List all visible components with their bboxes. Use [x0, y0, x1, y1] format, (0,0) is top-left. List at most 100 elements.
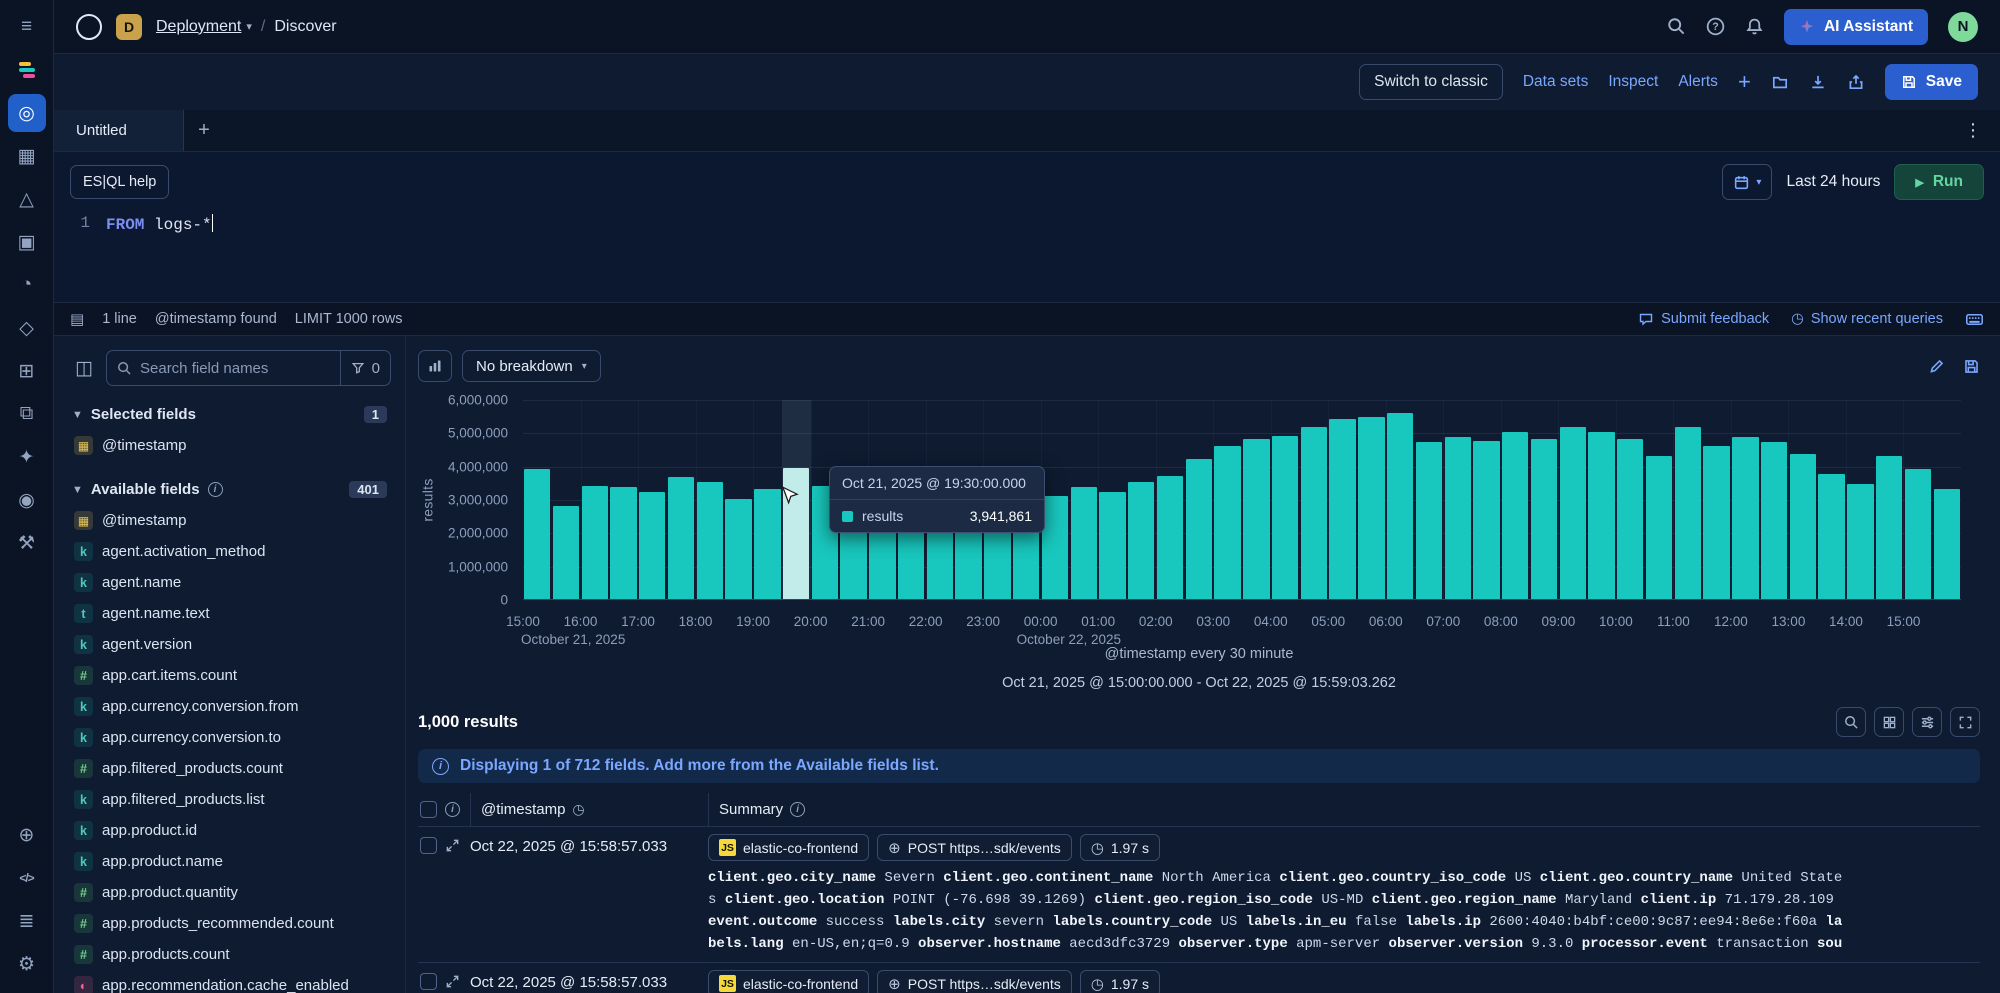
ai-assistant-nav-icon[interactable]: ✦: [18, 446, 35, 468]
histogram-bar[interactable]: [1732, 437, 1759, 599]
summary-badge-globe[interactable]: ⊕ POST https…sdk/events: [877, 834, 1072, 861]
histogram-bar[interactable]: [1070, 487, 1097, 599]
esql-help-button[interactable]: ES|QL help: [70, 165, 170, 199]
save-button[interactable]: Save: [1884, 64, 1978, 100]
dashboards-icon[interactable]: ▦: [17, 145, 36, 167]
histogram-bar[interactable]: [552, 505, 580, 599]
machine-learning-icon[interactable]: ◉: [18, 489, 35, 511]
histogram-bar[interactable]: [1185, 459, 1212, 599]
histogram-bar[interactable]: [754, 489, 781, 599]
show-recent-queries-link[interactable]: ◷ Show recent queries: [1791, 311, 1943, 327]
new-session-icon[interactable]: +: [1737, 69, 1751, 94]
collapse-sidebar-icon[interactable]: ◫: [75, 357, 93, 379]
field-item[interactable]: # app.products.count: [68, 939, 391, 970]
chart-options-button[interactable]: [418, 350, 452, 382]
data-management-icon[interactable]: ≣: [18, 910, 35, 932]
histogram-bar[interactable]: [1789, 454, 1817, 599]
services-icon[interactable]: ◇: [19, 317, 34, 339]
field-item[interactable]: k app.filtered_products.list: [68, 784, 391, 815]
summary-badge-js[interactable]: JS elastic-co-frontend: [708, 970, 870, 993]
histogram-bar[interactable]: [1271, 435, 1299, 599]
share-icon[interactable]: [1847, 73, 1865, 91]
summary-badge-globe[interactable]: ⊕ POST https…sdk/events: [877, 970, 1072, 993]
tab-options-kebab-icon[interactable]: ⋮: [1964, 120, 1982, 140]
histogram-bar[interactable]: [1645, 455, 1673, 599]
settings-icon[interactable]: ⚙: [17, 953, 36, 975]
field-item[interactable]: ▦ @timestamp: [68, 505, 391, 536]
field-item[interactable]: # app.cart.items.count: [68, 660, 391, 691]
histogram-bar[interactable]: [1128, 482, 1155, 599]
help-icon[interactable]: ?: [1706, 17, 1725, 36]
run-query-button[interactable]: ▶ Run: [1894, 164, 1984, 200]
histogram-bar[interactable]: [1904, 469, 1932, 599]
observability-logo-icon[interactable]: [8, 51, 46, 89]
histogram-bar[interactable]: [524, 469, 551, 599]
histogram-bar[interactable]: [1444, 437, 1471, 599]
available-fields-header[interactable]: ▼ Available fields i 401: [72, 481, 387, 498]
histogram-bar[interactable]: [610, 487, 637, 599]
histogram-bar[interactable]: [667, 477, 695, 599]
histogram-bar[interactable]: [1588, 432, 1615, 599]
grid-view-button[interactable]: [1874, 707, 1904, 737]
add-nav-icon[interactable]: ⊕: [18, 824, 35, 846]
switch-to-classic-button[interactable]: Switch to classic: [1359, 64, 1503, 100]
histogram-bar[interactable]: [1473, 440, 1500, 599]
inspect-link[interactable]: Inspect: [1608, 73, 1659, 90]
save-visualization-icon[interactable]: [1963, 358, 1980, 375]
field-item[interactable]: k agent.activation_method: [68, 536, 391, 567]
column-header-summary[interactable]: Summary i: [708, 793, 1980, 826]
tab-untitled[interactable]: Untitled: [54, 110, 184, 151]
alerts-link[interactable]: Alerts: [1678, 73, 1718, 90]
applications-icon[interactable]: ⊞: [18, 360, 35, 382]
deployment-badge[interactable]: D: [116, 13, 142, 40]
histogram-bar[interactable]: [1358, 417, 1385, 599]
histogram-bar[interactable]: [1099, 492, 1126, 599]
histogram-bar[interactable]: [1156, 475, 1184, 599]
field-item[interactable]: k agent.version: [68, 629, 391, 660]
search-icon[interactable]: [1667, 17, 1686, 36]
histogram-bar[interactable]: [1214, 445, 1241, 599]
dev-utilities-icon[interactable]: ⚒: [17, 532, 36, 554]
menu-icon[interactable]: ≡: [20, 16, 33, 37]
field-filter-button[interactable]: 0: [339, 351, 390, 385]
field-item[interactable]: k app.currency.conversion.to: [68, 722, 391, 753]
query-text[interactable]: FROM logs-*: [106, 214, 214, 234]
histogram-bar[interactable]: [1847, 484, 1874, 599]
ai-assistant-button[interactable]: AI Assistant: [1783, 8, 1928, 45]
histogram-bar[interactable]: [1617, 439, 1644, 599]
summary-badge-clock[interactable]: ◷ 1.97 s: [1079, 834, 1161, 861]
histogram-bar[interactable]: [1703, 445, 1730, 599]
display-options-button[interactable]: [1912, 707, 1942, 737]
row-checkbox[interactable]: [420, 837, 437, 854]
histogram-bar[interactable]: [1386, 413, 1414, 599]
field-item[interactable]: ▦ @timestamp: [68, 430, 391, 461]
row-checkbox[interactable]: [420, 973, 437, 990]
field-item[interactable]: # app.product.quantity: [68, 877, 391, 908]
info-icon[interactable]: i: [445, 802, 460, 817]
submit-feedback-link[interactable]: Submit feedback: [1638, 311, 1769, 327]
dev-tools-icon[interactable]: </>: [19, 871, 34, 885]
field-item[interactable]: k app.product.id: [68, 815, 391, 846]
fullscreen-button[interactable]: [1950, 707, 1980, 737]
summary-badge-js[interactable]: JS elastic-co-frontend: [708, 834, 870, 861]
histogram-bar[interactable]: [725, 499, 752, 599]
histogram-bar[interactable]: [1559, 427, 1586, 599]
histogram-bar[interactable]: [1502, 432, 1529, 599]
histogram-bar[interactable]: [639, 492, 666, 599]
field-item[interactable]: k app.currency.conversion.from: [68, 691, 391, 722]
breakdown-select[interactable]: No breakdown ▾: [462, 350, 601, 382]
histogram-bar[interactable]: [1875, 455, 1903, 599]
histogram-bar[interactable]: [1674, 427, 1701, 599]
selected-fields-header[interactable]: ▼ Selected fields 1: [72, 406, 387, 423]
field-item[interactable]: t agent.name.text: [68, 598, 391, 629]
esql-editor[interactable]: 1 FROM logs-*: [70, 214, 1984, 302]
histogram-bar[interactable]: [1415, 442, 1443, 599]
callout-text[interactable]: Displaying 1 of 712 fields. Add more fro…: [460, 757, 939, 774]
time-range-label[interactable]: Last 24 hours: [1786, 173, 1881, 190]
histogram-bar[interactable]: [696, 482, 723, 599]
histogram-bar[interactable]: [1530, 439, 1558, 599]
field-item[interactable]: # app.filtered_products.count: [68, 753, 391, 784]
expand-row-icon[interactable]: [445, 838, 460, 853]
edit-visualization-icon[interactable]: [1928, 358, 1945, 375]
data-sets-link[interactable]: Data sets: [1522, 73, 1589, 90]
